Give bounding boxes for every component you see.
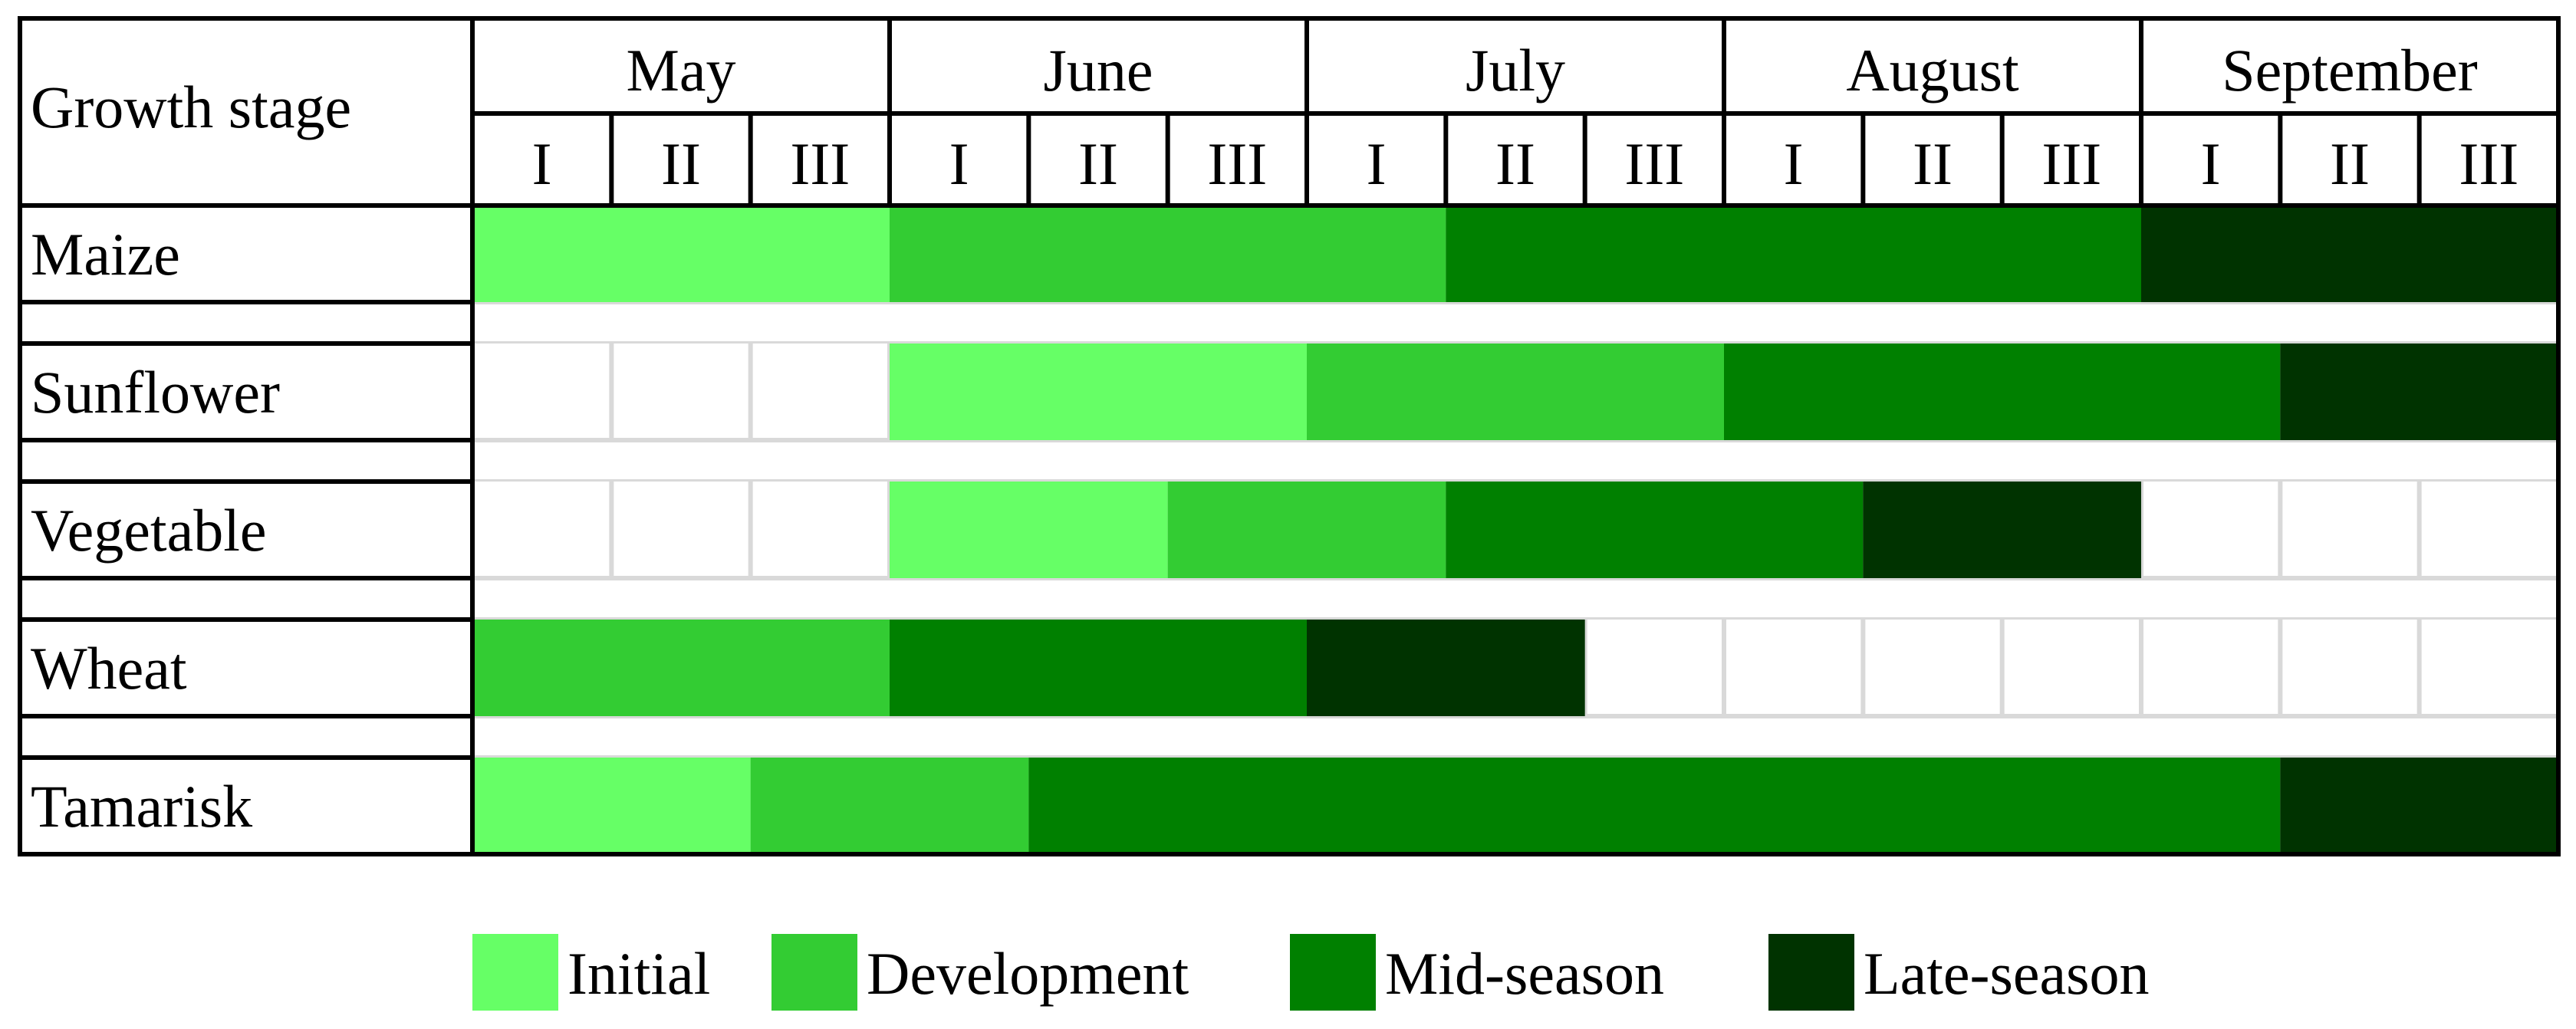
bar-tamarisk-development — [750, 758, 1029, 854]
crop-label-maize: Maize — [31, 221, 180, 288]
dekad-label: II — [1078, 130, 1118, 197]
row-gap — [470, 576, 2561, 622]
dekad-label: I — [1367, 130, 1387, 197]
bar-sunflower-initial — [890, 344, 1307, 440]
dekad-label: III — [2459, 130, 2518, 197]
dekad-label: II — [2330, 130, 2370, 197]
legend-label: Mid-season — [1385, 940, 1664, 1007]
table-frame — [18, 16, 2561, 856]
dekad-label: II — [1913, 130, 1953, 197]
crop-label-wheat: Wheat — [31, 635, 187, 702]
line-layer — [18, 16, 2561, 856]
month-label: August — [1846, 37, 2019, 104]
crop-label-sunflower: Sunflower — [31, 359, 280, 426]
bar-sunflower-late — [2280, 344, 2558, 440]
bar-maize-late — [2141, 205, 2558, 302]
bar-maize-development — [890, 205, 1446, 302]
bar-maize-mid — [1446, 205, 2141, 302]
bar-vegetable-mid — [1446, 482, 1864, 578]
dekad-label: III — [1207, 130, 1267, 197]
row-gap — [470, 714, 2561, 760]
bar-vegetable-late — [1863, 482, 2141, 578]
bar-vegetable-development — [1167, 482, 1446, 578]
legend-swatch — [1290, 934, 1376, 1011]
bar-wheat-mid — [890, 620, 1307, 716]
month-label: September — [2222, 37, 2478, 104]
month-label: June — [1044, 37, 1153, 104]
bar-tamarisk-initial — [472, 758, 751, 854]
legend-label: Development — [867, 940, 1189, 1007]
dekad-label: II — [661, 130, 701, 197]
corner-label: Growth stage — [31, 74, 351, 140]
bar-layer — [472, 205, 2558, 854]
legend-swatch — [472, 934, 558, 1011]
legend-item-mid: Mid-season — [1290, 934, 1664, 1011]
legend-item-late: Late-season — [1768, 934, 2149, 1011]
legend-swatch — [771, 934, 857, 1011]
legend-label: Late-season — [1864, 940, 2149, 1007]
legend: Initial Development Mid-season Late-season — [472, 934, 2149, 1011]
bar-maize-initial — [472, 205, 890, 302]
bar-sunflower-development — [1307, 344, 1724, 440]
bar-sunflower-mid — [1724, 344, 2281, 440]
dekad-label: II — [1495, 130, 1535, 197]
crop-label-vegetable: Vegetable — [31, 497, 267, 564]
legend-label: Initial — [568, 940, 710, 1007]
bar-wheat-late — [1307, 620, 1585, 716]
legend-item-development: Development — [771, 934, 1189, 1011]
legend-swatch — [1768, 934, 1854, 1011]
bar-vegetable-initial — [890, 482, 1168, 578]
bar-tamarisk-late — [2280, 758, 2558, 854]
legend-item-initial: Initial — [472, 934, 710, 1011]
month-label: May — [627, 37, 736, 104]
crop-label-tamarisk: Tamarisk — [31, 773, 252, 840]
dekad-label: I — [2201, 130, 2221, 197]
bar-wheat-development — [472, 620, 890, 716]
dekad-label: III — [1624, 130, 1684, 197]
dekad-label: III — [2041, 130, 2101, 197]
bar-tamarisk-mid — [1028, 758, 2281, 854]
row-gap — [470, 300, 2561, 346]
dekad-label: I — [532, 130, 552, 197]
dekad-label: III — [790, 130, 850, 197]
row-gap — [470, 438, 2561, 484]
dekad-label: I — [1784, 130, 1804, 197]
dekad-label: I — [949, 130, 969, 197]
month-label: July — [1466, 37, 1565, 104]
